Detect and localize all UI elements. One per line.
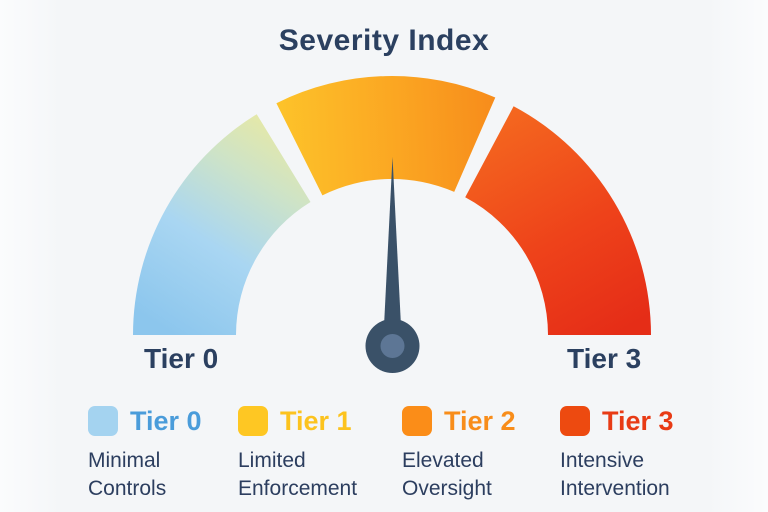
tier0-description: Minimal Controls	[88, 449, 167, 500]
tier0-color-swatch	[88, 406, 118, 436]
gauge-needle	[383, 157, 402, 346]
legend-item-tier0: Tier 0 Minimal Controls	[88, 405, 202, 503]
gauge-segment-tier3	[465, 106, 651, 335]
legend-item-tier2: Tier 2 Elevated Oversight	[402, 405, 516, 503]
legend-head: Tier 2	[402, 405, 516, 437]
page-title: Severity Index	[278, 24, 490, 57]
tier2-color-swatch	[402, 406, 432, 436]
tier2-label: Tier 2	[444, 406, 516, 436]
legend-item-tier3: Tier 3 Intensive Intervention	[560, 405, 674, 503]
tier3-label: Tier 3	[602, 406, 674, 436]
gauge-max-label: Tier 3	[567, 343, 642, 374]
tier3-description: Intensive Intervention	[560, 449, 670, 500]
tier0-label: Tier 0	[130, 406, 202, 436]
tier2-description: Elevated Oversight	[402, 449, 492, 500]
gauge-needle-hub-center	[380, 334, 405, 358]
gauge-min-label: Tier 0	[144, 343, 219, 374]
tier1-color-swatch	[238, 406, 268, 436]
gauge-segment-tier1-tier2	[276, 75, 496, 196]
legend-head: Tier 1	[238, 405, 357, 437]
legend-head: Tier 0	[88, 405, 202, 437]
tier1-label: Tier 1	[280, 406, 352, 436]
gauge-segment-tier0	[133, 114, 311, 335]
tier1-description: Limited Enforcement	[238, 449, 358, 500]
legend-head: Tier 3	[560, 405, 674, 437]
tier3-color-swatch	[560, 406, 590, 436]
legend-item-tier1: Tier 1 Limited Enforcement	[238, 405, 357, 503]
legend: Tier 0 Minimal Controls Tier 1 Limited E…	[0, 405, 768, 505]
